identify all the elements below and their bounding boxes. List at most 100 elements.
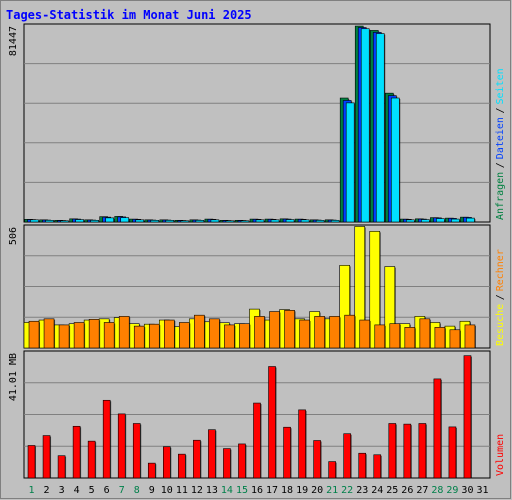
bar-volumen-day-29	[448, 426, 457, 479]
bar-rechner-day-28	[434, 327, 446, 349]
bar-volumen-day-13	[208, 429, 216, 479]
bar-seiten-day-20	[315, 219, 325, 223]
x-tick-label-day-14: 14	[221, 485, 233, 496]
bar-seiten-day-16	[255, 219, 265, 223]
bar-seiten-day-13	[210, 219, 220, 223]
x-tick-label-day-30: 30	[461, 485, 473, 496]
x-tick-label-day-24: 24	[371, 485, 383, 496]
bar-seiten-day-9	[150, 219, 160, 223]
bar-seiten-day-25	[390, 97, 400, 223]
panel-legend: Volumen	[495, 434, 506, 476]
bar-rechner-day-29	[449, 329, 461, 349]
bar-volumen-day-2	[42, 435, 51, 479]
legend-dateien: Dateien	[495, 117, 506, 159]
bar-rechner-day-6	[103, 322, 115, 349]
legend-seiten: Seiten	[495, 68, 506, 104]
x-tick-label-day-6: 6	[104, 485, 110, 496]
bar-rechner-day-21	[329, 316, 340, 349]
bar-rechner-day-17	[269, 311, 280, 349]
x-tick-label-day-20: 20	[311, 485, 323, 496]
bar-seiten-day-22	[345, 102, 355, 223]
bar-rechner-day-20	[314, 316, 325, 349]
bar-volumen-day-18	[283, 426, 291, 479]
bar-volumen-day-24	[373, 454, 382, 479]
bar-rechner-day-18	[284, 310, 295, 349]
bar-volumen-day-11	[178, 453, 186, 479]
panels-layer: 81447 Anfragen / Dateien / Seiten 506 Besuche / R…	[8, 23, 506, 479]
legend-separator: /	[495, 294, 506, 300]
panel-max-label: 506	[8, 227, 19, 245]
bar-volumen-day-17	[268, 366, 276, 479]
bar-volumen-day-15	[238, 443, 246, 479]
bar-seiten-day-2	[45, 219, 54, 223]
bar-seiten-day-27	[421, 219, 430, 223]
bar-volumen-day-20	[313, 440, 321, 479]
bar-rechner-day-26	[404, 327, 416, 349]
bar-seiten-day-7	[120, 217, 130, 223]
bar-rechner-day-19	[299, 319, 310, 349]
legend-separator: /	[495, 107, 506, 113]
x-tick-label-day-3: 3	[59, 485, 65, 496]
bar-seiten-day-8	[135, 219, 145, 223]
bar-rechner-day-14	[224, 324, 235, 349]
x-tick-label-day-16: 16	[251, 485, 263, 496]
x-tick-label-day-4: 4	[74, 485, 80, 496]
x-tick-label-day-13: 13	[206, 485, 218, 496]
panel-visits: 506 Besuche / Rechner	[8, 224, 506, 349]
x-tick-label-day-2: 2	[44, 485, 50, 496]
bar-volumen-day-1	[27, 445, 36, 479]
bar-volumen-day-4	[72, 425, 81, 479]
bar-seiten-day-15	[240, 220, 250, 223]
bar-seiten-day-6	[105, 217, 114, 223]
x-tick-label-day-11: 11	[176, 485, 188, 496]
bar-volumen-day-10	[163, 446, 171, 479]
panel-legend: Besuche / Rechner	[495, 249, 506, 346]
x-tick-label-day-27: 27	[416, 485, 428, 496]
legend-separator: /	[495, 162, 506, 168]
bar-rechner-day-1	[28, 320, 40, 349]
bar-volumen-day-28	[433, 378, 442, 479]
bar-volumen-day-12	[193, 439, 201, 479]
panel-volume: 41.01 MB Volumen	[8, 350, 506, 479]
legend-besuche: Besuche	[495, 304, 506, 346]
bar-seiten-day-14	[225, 220, 235, 223]
x-axis: 1 2 3 4 5 6 7 8 9 10 11 12 13 14 15 16 17 18 19 20 21 22 23 24 2…	[29, 485, 489, 496]
bar-rechner-day-30	[464, 324, 476, 349]
bar-volumen-day-3	[57, 455, 66, 479]
x-tick-label-day-5: 5	[89, 485, 95, 496]
bar-rechner-day-3	[58, 324, 70, 349]
x-tick-label-day-31: 31	[476, 485, 488, 496]
bar-seiten-day-17	[270, 219, 280, 223]
bar-rechner-day-7	[118, 316, 130, 349]
bar-rechner-day-12	[194, 314, 205, 349]
x-tick-label-day-29: 29	[446, 485, 458, 496]
x-tick-label-day-19: 19	[296, 485, 308, 496]
bar-rechner-day-2	[43, 318, 55, 349]
bar-seiten-day-30	[466, 217, 475, 223]
legend-anfragen: Anfragen	[495, 172, 506, 220]
bar-seiten-day-1	[30, 219, 39, 223]
bar-volumen-day-19	[298, 409, 306, 479]
bar-rechner-day-23	[359, 319, 371, 349]
bar-rechner-day-8	[133, 325, 145, 349]
bar-rechner-day-22	[344, 314, 355, 349]
x-tick-label-day-17: 17	[266, 485, 278, 496]
bar-seiten-day-26	[406, 219, 415, 223]
bar-rechner-day-16	[254, 316, 265, 349]
bar-seiten-day-24	[375, 33, 385, 223]
bar-seiten-day-10	[165, 219, 175, 223]
x-tick-label-day-25: 25	[386, 485, 398, 496]
x-tick-label-day-8: 8	[134, 485, 140, 496]
bar-volumen-day-22	[343, 433, 351, 479]
bar-rechner-day-11	[179, 322, 190, 349]
bar-rechner-day-4	[73, 322, 85, 349]
legend-volumen: Volumen	[495, 434, 506, 476]
legend-rechner: Rechner	[495, 249, 506, 291]
bar-rechner-day-9	[148, 323, 160, 349]
bar-volumen-day-8	[132, 423, 141, 479]
bar-volumen-day-25	[388, 423, 397, 479]
bar-rechner-day-13	[209, 318, 220, 349]
panel-requests: 81447 Anfragen / Dateien / Seiten	[8, 23, 506, 223]
bar-rechner-day-15	[239, 323, 250, 349]
